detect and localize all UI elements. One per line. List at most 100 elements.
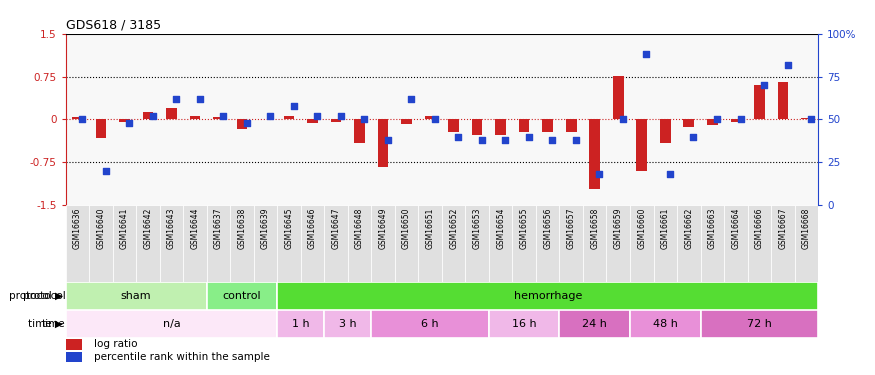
Text: 6 h: 6 h xyxy=(421,319,439,329)
Text: control: control xyxy=(222,291,262,301)
Bar xyxy=(254,205,277,282)
Text: GSM16642: GSM16642 xyxy=(144,207,152,249)
Bar xyxy=(590,120,600,189)
Text: hemorrhage: hemorrhage xyxy=(514,291,582,301)
Bar xyxy=(418,205,442,282)
Bar xyxy=(66,339,82,350)
Point xyxy=(404,96,418,102)
Text: GSM16652: GSM16652 xyxy=(449,207,458,249)
Point xyxy=(592,171,606,177)
Bar xyxy=(489,310,559,338)
Bar xyxy=(754,85,765,120)
Text: GSM16655: GSM16655 xyxy=(520,207,528,249)
Bar xyxy=(277,282,818,310)
Text: GSM16650: GSM16650 xyxy=(402,207,411,249)
Bar xyxy=(724,205,747,282)
Bar xyxy=(284,116,294,120)
Point xyxy=(333,113,347,119)
Bar xyxy=(206,282,277,310)
Bar xyxy=(119,120,130,122)
Bar xyxy=(89,205,113,282)
Text: GSM16653: GSM16653 xyxy=(473,207,481,249)
Text: GSM16660: GSM16660 xyxy=(637,207,647,249)
Bar xyxy=(677,205,701,282)
Text: GSM16644: GSM16644 xyxy=(191,207,200,249)
Bar xyxy=(395,205,418,282)
Point xyxy=(145,113,159,119)
Point xyxy=(757,82,771,88)
Text: GDS618 / 3185: GDS618 / 3185 xyxy=(66,18,161,31)
Bar xyxy=(66,205,89,282)
Bar xyxy=(559,310,630,338)
Text: GSM16649: GSM16649 xyxy=(379,207,388,249)
Bar xyxy=(402,120,412,124)
Point xyxy=(428,117,442,123)
Bar xyxy=(701,310,818,338)
Point xyxy=(687,134,701,140)
Point xyxy=(452,134,466,140)
Point xyxy=(216,113,230,119)
Point xyxy=(710,117,724,123)
Bar xyxy=(448,120,458,132)
Bar xyxy=(301,205,325,282)
Point xyxy=(263,113,277,119)
Text: percentile rank within the sample: percentile rank within the sample xyxy=(94,352,270,362)
Bar xyxy=(660,120,670,144)
Bar xyxy=(325,310,371,338)
Text: 1 h: 1 h xyxy=(292,319,310,329)
Text: 48 h: 48 h xyxy=(653,319,678,329)
Text: GSM16647: GSM16647 xyxy=(332,207,340,249)
Bar xyxy=(472,120,482,135)
Bar xyxy=(701,205,724,282)
Bar xyxy=(95,120,106,138)
Bar xyxy=(230,205,254,282)
Bar xyxy=(371,310,489,338)
Point xyxy=(733,117,747,123)
Point xyxy=(357,117,371,123)
Bar xyxy=(630,310,701,338)
Text: time: time xyxy=(42,319,66,329)
Bar xyxy=(802,118,812,120)
Bar xyxy=(613,76,624,120)
Bar xyxy=(636,120,647,171)
Text: GSM16666: GSM16666 xyxy=(755,207,764,249)
Bar xyxy=(66,282,206,310)
Point xyxy=(499,137,513,143)
Point xyxy=(311,113,325,119)
Text: sham: sham xyxy=(121,291,151,301)
Text: GSM16657: GSM16657 xyxy=(567,207,576,249)
Point xyxy=(616,117,630,123)
Bar xyxy=(794,205,818,282)
Point xyxy=(640,51,654,57)
Point xyxy=(99,168,113,174)
Bar xyxy=(348,205,371,282)
Bar xyxy=(559,205,583,282)
Text: 24 h: 24 h xyxy=(582,319,607,329)
Bar xyxy=(536,205,559,282)
Point xyxy=(287,103,301,109)
Bar xyxy=(277,205,301,282)
Text: protocol ▶: protocol ▶ xyxy=(9,291,63,301)
Bar xyxy=(707,120,717,125)
Bar xyxy=(771,205,794,282)
Text: GSM16663: GSM16663 xyxy=(708,207,717,249)
Text: 3 h: 3 h xyxy=(339,319,357,329)
Text: protocol: protocol xyxy=(23,291,66,301)
Bar xyxy=(307,120,318,123)
Text: log ratio: log ratio xyxy=(94,339,137,350)
Point xyxy=(569,137,583,143)
Bar xyxy=(425,116,436,120)
Bar xyxy=(519,120,529,132)
Point xyxy=(169,96,183,102)
Text: GSM16668: GSM16668 xyxy=(802,207,811,249)
Bar xyxy=(190,116,200,120)
Bar xyxy=(630,205,654,282)
Bar xyxy=(277,310,325,338)
Text: 72 h: 72 h xyxy=(747,319,772,329)
Bar xyxy=(683,120,694,128)
Point xyxy=(475,137,489,143)
Bar xyxy=(331,120,341,122)
Bar xyxy=(143,112,153,120)
Point xyxy=(123,120,136,126)
Text: GSM16658: GSM16658 xyxy=(591,207,599,249)
